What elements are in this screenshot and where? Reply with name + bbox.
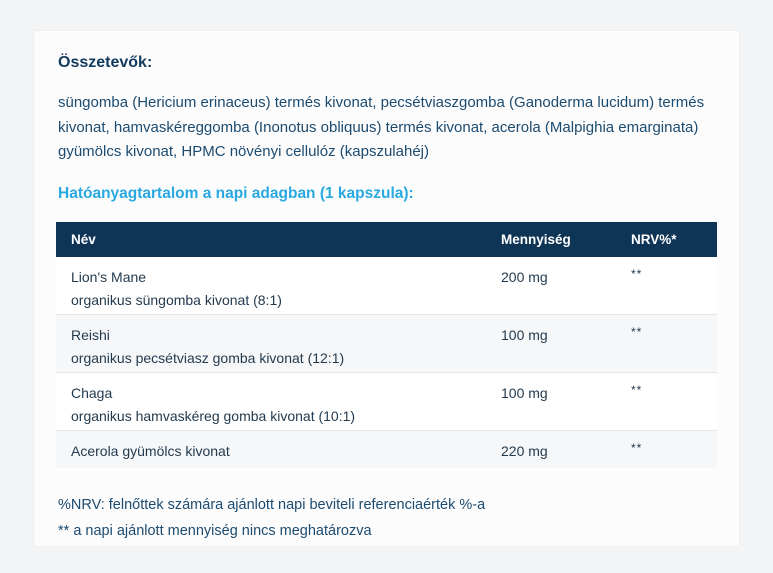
table-row: Lion's Mane organikus süngomba kivonat (… bbox=[56, 256, 717, 314]
product-info-card: Összetevők: süngomba (Hericium erinaceus… bbox=[33, 30, 740, 547]
table-row: Acerola gyümölcs kivonat 220 mg ** bbox=[56, 429, 717, 468]
column-header-amount: Mennyiség bbox=[501, 231, 571, 247]
nrv-value: ** bbox=[631, 382, 643, 397]
table-row: Reishi organikus pecsétviasz gomba kivon… bbox=[56, 313, 717, 372]
ingredients-heading: Összetevők: bbox=[58, 54, 153, 71]
table-row: Chaga organikus hamvaskéreg gomba kivona… bbox=[56, 371, 717, 430]
ingredient-name: Acerola gyümölcs kivonat bbox=[71, 442, 230, 459]
footnotes: %NRV: felnőttek számára ajánlott napi be… bbox=[58, 492, 715, 544]
table-body: Lion's Mane organikus süngomba kivonat (… bbox=[56, 256, 717, 468]
nutrition-table: Név Mennyiség NRV%* Lion's Mane organiku… bbox=[56, 221, 717, 468]
ingredient-name: Lion's Mane bbox=[71, 268, 147, 285]
ingredients-text: süngomba (Hericium erinaceus) termés kiv… bbox=[58, 94, 705, 160]
column-header-name: Név bbox=[71, 231, 96, 247]
active-content-heading: Hatóanyagtartalom a napi adagban (1 kaps… bbox=[58, 184, 414, 202]
ingredient-detail: organikus süngomba kivonat (8:1) bbox=[71, 291, 282, 308]
ingredient-amount: 100 mg bbox=[501, 384, 548, 401]
ingredient-amount: 100 mg bbox=[501, 326, 548, 343]
nrv-footnote: %NRV: felnőttek számára ajánlott napi be… bbox=[58, 496, 486, 513]
column-header-nrv: NRV%* bbox=[631, 231, 677, 247]
ingredient-amount: 220 mg bbox=[501, 442, 548, 459]
daily-amount-footnote: ** a napi ajánlott mennyiség nincs megha… bbox=[58, 522, 372, 539]
ingredient-amount: 200 mg bbox=[501, 268, 548, 285]
ingredient-detail: organikus pecsétviasz gomba kivonat (12:… bbox=[71, 349, 345, 366]
nrv-value: ** bbox=[631, 266, 643, 281]
ingredient-name: Chaga bbox=[71, 384, 113, 401]
table-header-row: Név Mennyiség NRV%* bbox=[56, 221, 717, 257]
nrv-value: ** bbox=[631, 324, 643, 339]
ingredient-detail: organikus hamvaskéreg gomba kivonat (10:… bbox=[71, 407, 356, 424]
nrv-value: ** bbox=[631, 440, 643, 455]
ingredient-name: Reishi bbox=[71, 326, 110, 343]
